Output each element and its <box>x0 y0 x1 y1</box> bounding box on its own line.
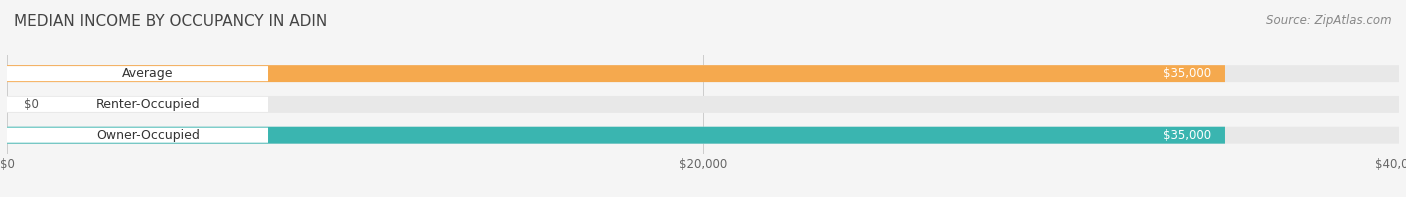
Text: Renter-Occupied: Renter-Occupied <box>96 98 200 111</box>
FancyBboxPatch shape <box>7 96 1399 113</box>
Text: Source: ZipAtlas.com: Source: ZipAtlas.com <box>1267 14 1392 27</box>
FancyBboxPatch shape <box>4 128 269 143</box>
Text: Owner-Occupied: Owner-Occupied <box>96 129 200 142</box>
Text: $0: $0 <box>24 98 39 111</box>
FancyBboxPatch shape <box>7 127 1225 144</box>
FancyBboxPatch shape <box>7 127 1399 144</box>
Text: Average: Average <box>122 67 174 80</box>
FancyBboxPatch shape <box>7 65 1225 82</box>
Text: MEDIAN INCOME BY OCCUPANCY IN ADIN: MEDIAN INCOME BY OCCUPANCY IN ADIN <box>14 14 328 29</box>
FancyBboxPatch shape <box>4 66 269 81</box>
FancyBboxPatch shape <box>4 97 269 112</box>
Text: $35,000: $35,000 <box>1163 67 1211 80</box>
Text: $35,000: $35,000 <box>1163 129 1211 142</box>
FancyBboxPatch shape <box>7 65 1399 82</box>
